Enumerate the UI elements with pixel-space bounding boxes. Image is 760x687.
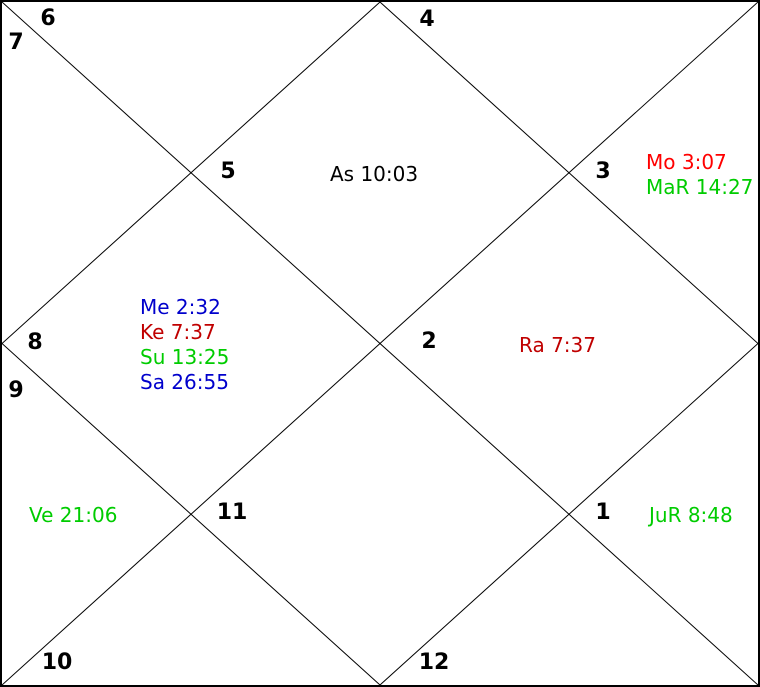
ascendant-label: As 10:03	[330, 162, 419, 186]
house-number-11: 11	[216, 500, 248, 525]
house-number-6: 6	[40, 6, 56, 31]
planet-jupiter-retrograde: JuR 8:48	[649, 503, 733, 527]
planet-moon: Mo 3:07	[646, 150, 727, 174]
house-number-5: 5	[220, 159, 236, 184]
planet-group-left: Me 2:32 Ke 7:37 Su 13:25 Sa 26:55	[140, 295, 229, 395]
house-number-2: 2	[421, 329, 437, 354]
planet-mercury: Me 2:32	[140, 295, 221, 319]
planet-mars-retrograde: MaR 14:27	[646, 175, 754, 199]
planet-saturn: Sa 26:55	[140, 370, 229, 394]
house-number-12: 12	[418, 650, 450, 675]
planet-rahu: Ra 7:37	[519, 333, 596, 357]
planet-group-top-right: Mo 3:07 MaR 14:27	[646, 150, 753, 200]
house-number-8: 8	[27, 330, 43, 355]
planet-sun: Su 13:25	[140, 345, 230, 369]
house-number-4: 4	[419, 7, 435, 32]
planet-venus: Ve 21:06	[29, 503, 118, 527]
house-number-7: 7	[8, 30, 24, 55]
house-number-10: 10	[41, 650, 73, 675]
planet-ketu: Ke 7:37	[140, 320, 216, 344]
house-number-9: 9	[8, 378, 24, 403]
house-number-3: 3	[595, 159, 611, 184]
house-number-1: 1	[595, 500, 611, 525]
